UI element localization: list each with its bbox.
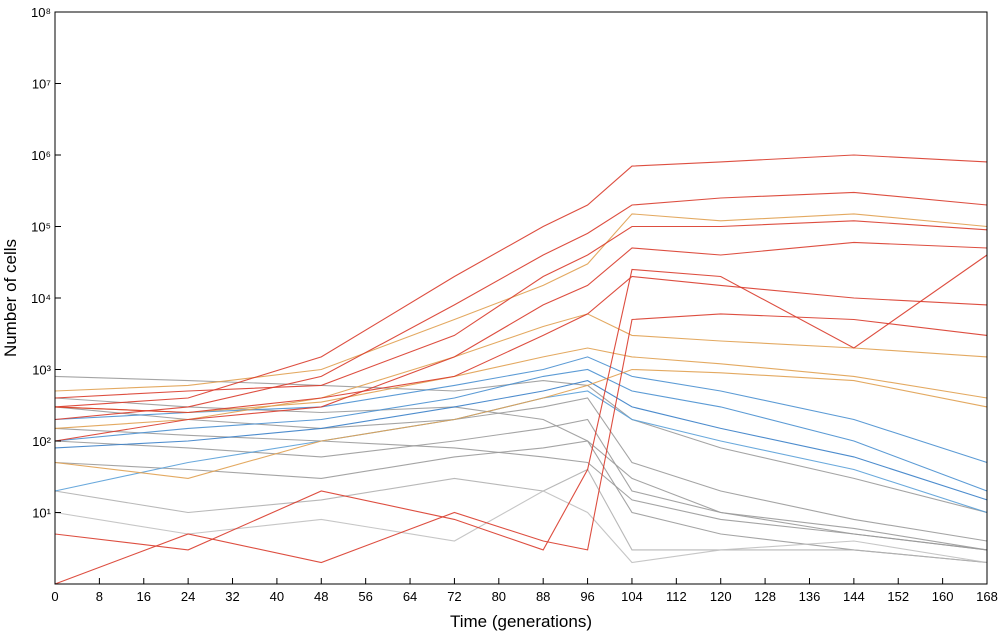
x-tick-label: 168	[976, 589, 998, 604]
series-line	[54, 490, 988, 564]
series-line	[54, 390, 988, 514]
y-tick-label: 10⁷	[32, 77, 51, 92]
x-tick-label: 64	[403, 589, 417, 604]
x-tick-label: 96	[580, 589, 594, 604]
x-tick-label: 8	[96, 589, 103, 604]
y-tick-label: 10⁵	[31, 220, 51, 235]
x-tick-label: 120	[710, 589, 732, 604]
x-tick-label: 0	[51, 589, 58, 604]
y-tick-label: 10⁶	[31, 148, 51, 163]
x-tick-label: 40	[270, 589, 284, 604]
x-tick-label: 104	[621, 589, 643, 604]
y-tick-label: 10¹	[32, 506, 51, 521]
series-line	[54, 191, 988, 421]
plot-frame	[54, 11, 988, 585]
x-axis-title: Time (generations)	[450, 612, 592, 631]
series-line	[54, 347, 988, 414]
series-line	[54, 440, 988, 564]
x-tick-label: 136	[799, 589, 821, 604]
y-tick-label: 10²	[32, 434, 51, 449]
series-line	[54, 213, 988, 392]
x-tick-label: 16	[137, 589, 151, 604]
series-line	[54, 241, 988, 442]
series-line	[54, 220, 988, 399]
x-tick-label: 72	[447, 589, 461, 604]
series-line	[54, 368, 988, 492]
series-line	[54, 368, 988, 479]
series-line	[54, 313, 988, 429]
x-tick-label: 152	[887, 589, 909, 604]
y-axis-title: Number of cells	[1, 239, 20, 357]
y-tick-label: 10⁴	[31, 291, 51, 306]
series-line	[54, 154, 988, 408]
y-tick-label: 10³	[32, 363, 51, 378]
series-line	[54, 275, 988, 414]
x-tick-label: 32	[225, 589, 239, 604]
x-tick-label: 80	[492, 589, 506, 604]
series-line	[54, 468, 988, 564]
series-line	[54, 380, 988, 501]
y-tick-label: 10⁸	[31, 5, 51, 20]
x-tick-label: 112	[666, 589, 687, 604]
x-tick-label: 160	[932, 589, 954, 604]
series-line	[54, 356, 988, 464]
x-tick-label: 48	[314, 589, 328, 604]
series-line	[54, 375, 988, 514]
series-line	[54, 418, 988, 551]
series-line	[54, 254, 988, 551]
x-tick-label: 144	[843, 589, 865, 604]
x-tick-label: 56	[358, 589, 372, 604]
series-line	[54, 397, 988, 551]
x-tick-label: 24	[181, 589, 195, 604]
x-tick-label: 88	[536, 589, 550, 604]
x-tick-label: 128	[754, 589, 776, 604]
series-line	[54, 313, 988, 585]
series-line	[54, 427, 988, 551]
